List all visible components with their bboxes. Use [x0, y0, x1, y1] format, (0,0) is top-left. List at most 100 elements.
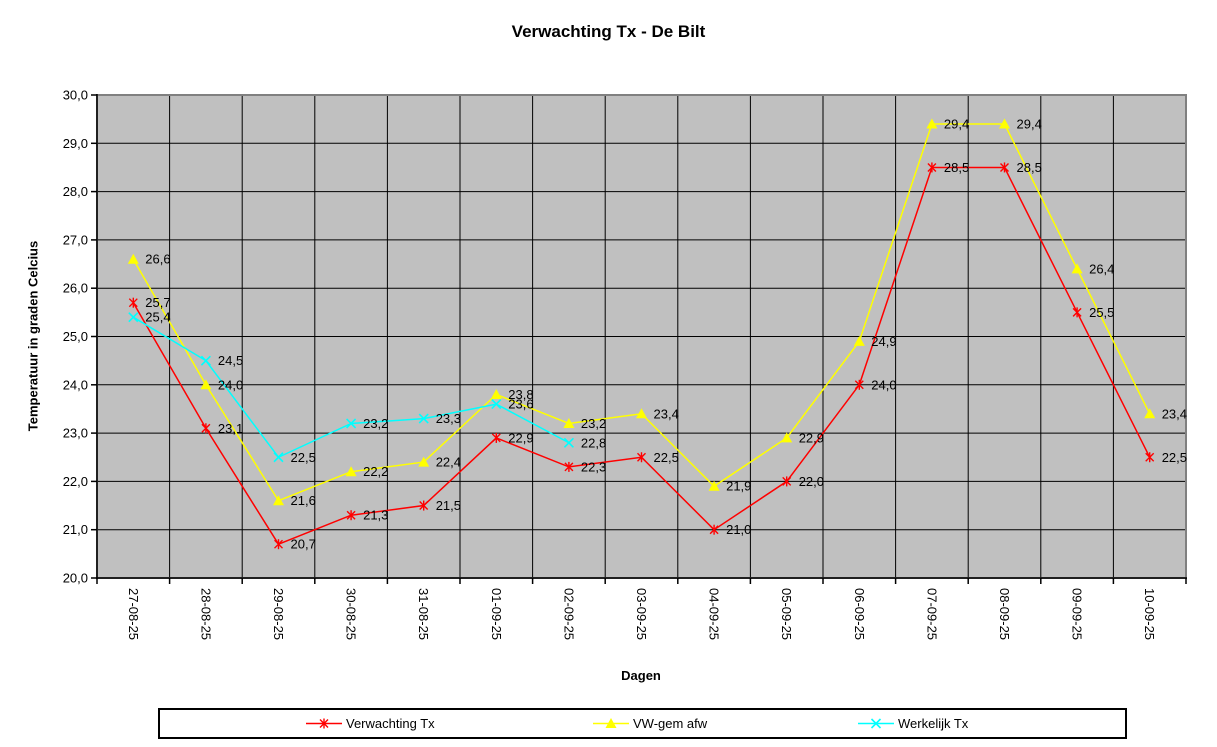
- y-tick-label: 22,0: [63, 474, 88, 489]
- y-tick-label: 21,0: [63, 522, 88, 537]
- data-label: 26,4: [1089, 261, 1114, 276]
- marker-star: [128, 297, 138, 308]
- data-label: 23,4: [1162, 406, 1187, 421]
- x-tick-label: 01-09-25: [489, 588, 504, 640]
- marker-star: [564, 461, 574, 472]
- y-tick-label: 29,0: [63, 136, 88, 151]
- data-label: 29,4: [1017, 116, 1042, 131]
- data-label: 21,5: [436, 498, 461, 513]
- marker-triangle: [127, 253, 139, 264]
- data-label: 23,6: [508, 397, 533, 412]
- data-label: 29,4: [944, 116, 969, 131]
- marker-star: [274, 539, 283, 550]
- x-tick-label: 02-09-25: [561, 588, 576, 640]
- y-tick-label: 28,0: [63, 184, 88, 199]
- marker-triangle: [345, 466, 357, 477]
- x-tick-label: 08-09-25: [997, 588, 1012, 640]
- data-label: 23,4: [654, 406, 679, 421]
- marker-triangle: [781, 432, 793, 443]
- marker-triangle: [1071, 263, 1083, 274]
- x-tick-label: 31-08-25: [416, 588, 431, 640]
- y-tick-label: 25,0: [63, 329, 88, 344]
- marker-triangle: [1144, 408, 1156, 419]
- y-tick-label: 27,0: [63, 232, 88, 247]
- data-label: 23,3: [436, 411, 461, 426]
- marker-star: [1072, 307, 1082, 318]
- marker-star: [782, 476, 792, 487]
- marker-star: [854, 379, 864, 390]
- data-label: 22,9: [508, 430, 533, 445]
- data-label: 22,3: [581, 459, 606, 474]
- data-label: 20,7: [291, 537, 316, 552]
- marker-x: [200, 355, 211, 366]
- marker-star: [637, 452, 646, 463]
- data-label: 22,5: [1162, 450, 1187, 465]
- marker-triangle: [200, 379, 212, 390]
- marker-star: [927, 162, 937, 173]
- x-axis-title: Dagen: [621, 668, 661, 683]
- data-label: 22,5: [654, 450, 679, 465]
- marker-triangle: [273, 495, 284, 506]
- x-tick-label: 09-09-25: [1070, 588, 1085, 640]
- data-label: 25,5: [1089, 305, 1114, 320]
- marker-triangle: [605, 718, 617, 728]
- chart-title: Verwachting Tx - De Bilt: [511, 22, 706, 41]
- y-tick-label: 24,0: [63, 377, 88, 392]
- legend: Verwachting Tx VW-gem afw Werkelijk Tx: [158, 708, 1127, 739]
- legend-label: Werkelijk Tx: [898, 716, 969, 731]
- legend-label: Verwachting Tx: [346, 716, 435, 731]
- x-tick-label: 06-09-25: [852, 588, 867, 640]
- data-label: 25,4: [145, 310, 170, 325]
- marker-triangle: [636, 408, 647, 419]
- marker-triangle: [418, 456, 430, 467]
- marker-star: [319, 718, 329, 729]
- marker-star: [419, 500, 429, 511]
- x-tick-label: 10-09-25: [1142, 588, 1157, 640]
- data-label: 22,5: [291, 450, 316, 465]
- legend-marker-triangle-icon: [593, 718, 629, 728]
- legend-entry-vw-gem-afw: VW-gem afw: [592, 710, 707, 737]
- data-label: 28,5: [944, 160, 969, 175]
- data-label: 21,3: [363, 508, 388, 523]
- marker-star: [491, 432, 501, 443]
- data-label: 26,6: [145, 252, 170, 267]
- data-label: 25,7: [145, 295, 170, 310]
- marker-x: [491, 399, 502, 410]
- marker-triangle: [999, 118, 1010, 129]
- legend-marker-x-icon: [858, 718, 894, 729]
- data-label: 21,9: [726, 479, 751, 494]
- data-label: 24,9: [871, 334, 896, 349]
- marker-x: [418, 413, 429, 424]
- y-tick-label: 30,0: [63, 88, 88, 103]
- marker-triangle: [490, 388, 502, 399]
- marker-x: [128, 312, 139, 323]
- data-label: 24,0: [871, 377, 896, 392]
- data-label: 23,8: [508, 387, 533, 402]
- legend-entry-verwachting-tx: Verwachting Tx: [305, 710, 435, 737]
- marker-triangle: [563, 417, 575, 428]
- legend-entry-werkelijk-tx: Werkelijk Tx: [857, 710, 968, 737]
- marker-x: [870, 718, 882, 729]
- data-label: 22,0: [799, 474, 824, 489]
- data-label: 21,6: [291, 493, 316, 508]
- marker-star: [1000, 162, 1009, 173]
- x-tick-label: 03-09-25: [634, 588, 649, 640]
- marker-star: [1145, 452, 1155, 463]
- data-label: 23,2: [581, 416, 606, 431]
- marker-x: [273, 452, 284, 463]
- legend-marker-star-icon: [306, 718, 342, 729]
- data-label: 23,1: [218, 421, 243, 436]
- marker-star: [709, 524, 719, 535]
- x-tick-label: 27-08-25: [126, 588, 141, 640]
- marker-triangle: [853, 335, 865, 346]
- data-label: 22,9: [799, 430, 824, 445]
- data-label: 24,5: [218, 353, 243, 368]
- data-label: 24,0: [218, 377, 243, 392]
- marker-x: [563, 437, 574, 448]
- x-tick-label: 28-08-25: [198, 588, 213, 640]
- data-label: 22,8: [581, 435, 606, 450]
- x-tick-label: 07-09-25: [924, 588, 939, 640]
- marker-star: [201, 423, 211, 434]
